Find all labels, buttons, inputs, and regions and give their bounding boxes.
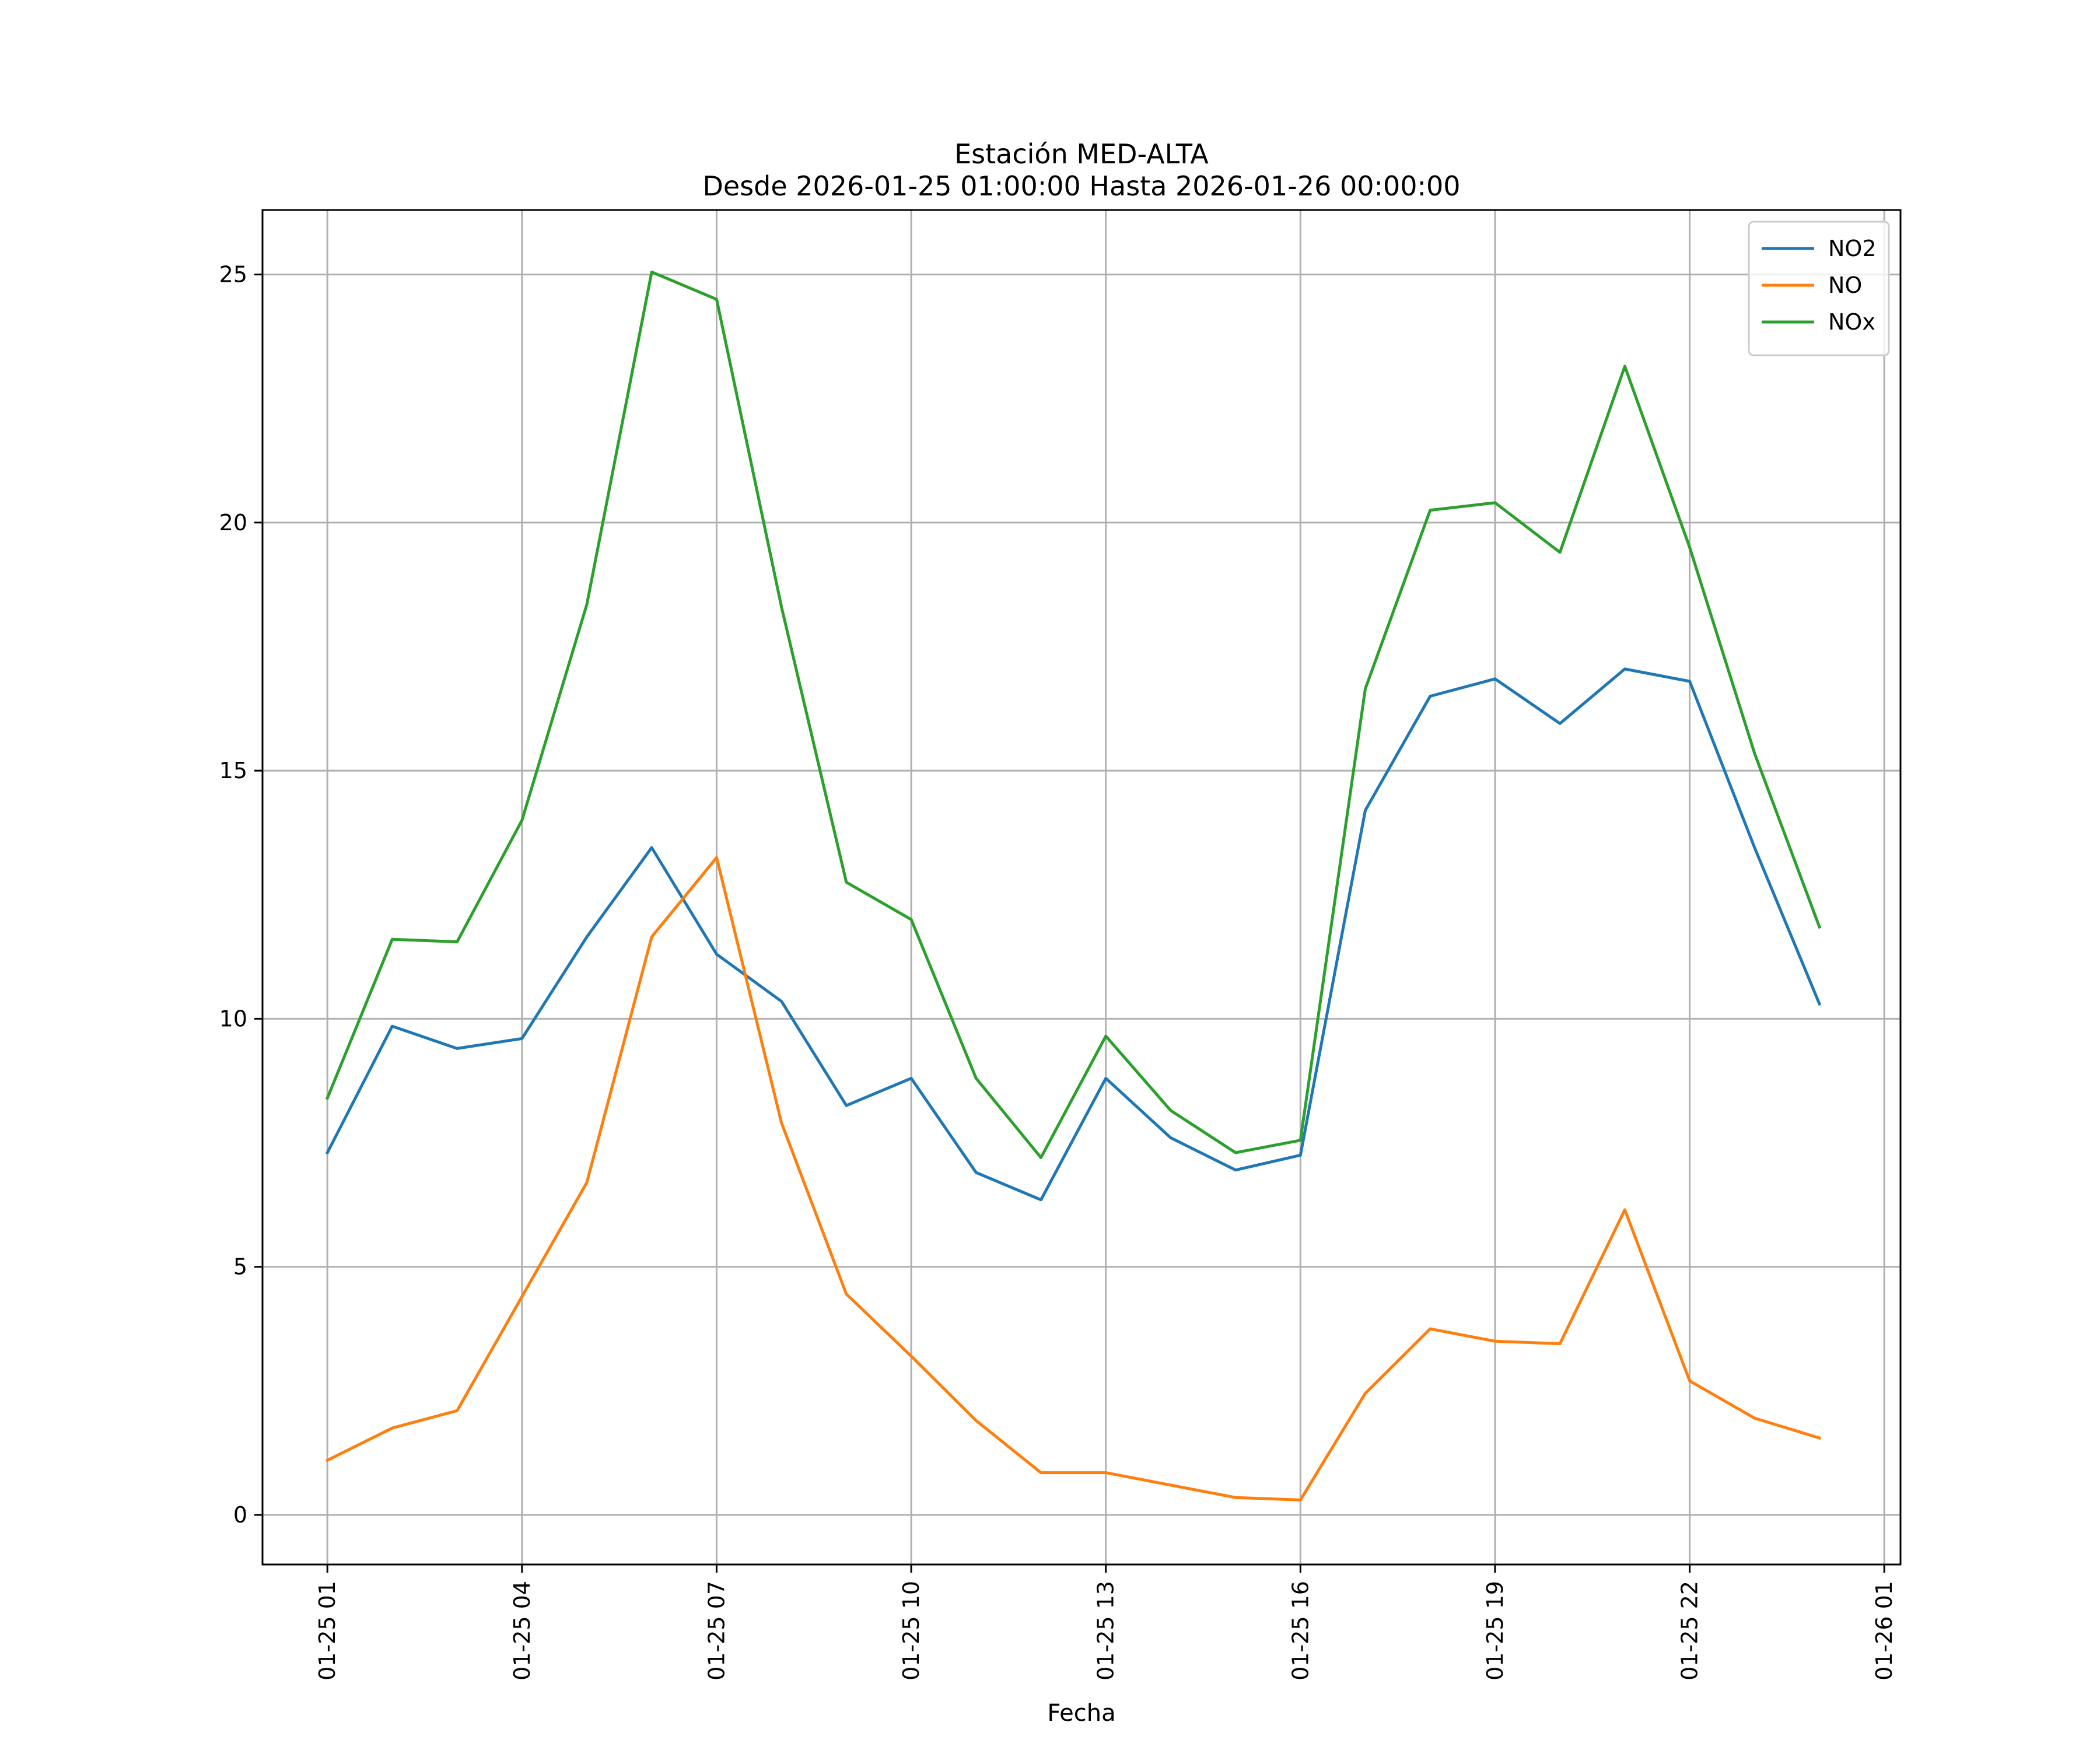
x-tick-label: 01-25 19 — [1482, 1581, 1508, 1681]
series-line-nox — [325, 270, 1822, 1159]
x-tick-label: 01-25 13 — [1093, 1581, 1119, 1681]
y-tick-label: 5 — [233, 1254, 247, 1280]
y-tick-label: 10 — [219, 1006, 247, 1031]
axis-ticks: 01-25 01 01-25 04 01-25 07 01-25 10 01-25 13… — [219, 262, 1898, 1681]
x-tick-label: 01-25 10 — [898, 1581, 924, 1681]
x-tick-label: 01-25 07 — [704, 1581, 729, 1681]
grid — [262, 210, 1901, 1564]
plot-series — [325, 270, 1822, 1502]
series-line-no2 — [325, 667, 1822, 1202]
legend-label-no2: NO2 — [1828, 236, 1877, 261]
y-tick-label: 25 — [219, 262, 247, 288]
y-tick-label: 0 — [233, 1502, 247, 1528]
y-tick-label: 20 — [219, 510, 247, 536]
legend-label-nox: NOx — [1828, 309, 1875, 335]
x-tick-label: 01-25 22 — [1677, 1581, 1703, 1681]
x-tick-label: 01-26 01 — [1871, 1581, 1897, 1681]
chart-title: Estación MED-ALTA — [954, 138, 1209, 170]
y-tick-label: 15 — [219, 758, 247, 783]
series-line-no — [325, 856, 1822, 1502]
x-tick-label: 01-25 16 — [1287, 1581, 1313, 1681]
chart-subtitle: Desde 2026-01-25 01:00:00 Hasta 2026-01-… — [702, 170, 1460, 202]
x-axis-label: Fecha — [1047, 1700, 1115, 1727]
legend-label-no: NO — [1828, 272, 1862, 298]
x-tick-label: 01-25 04 — [509, 1581, 535, 1681]
x-tick-label: 01-25 01 — [314, 1581, 340, 1681]
plot-frame — [261, 209, 1902, 1566]
legend: NO2 NO NOx — [1748, 220, 1890, 356]
